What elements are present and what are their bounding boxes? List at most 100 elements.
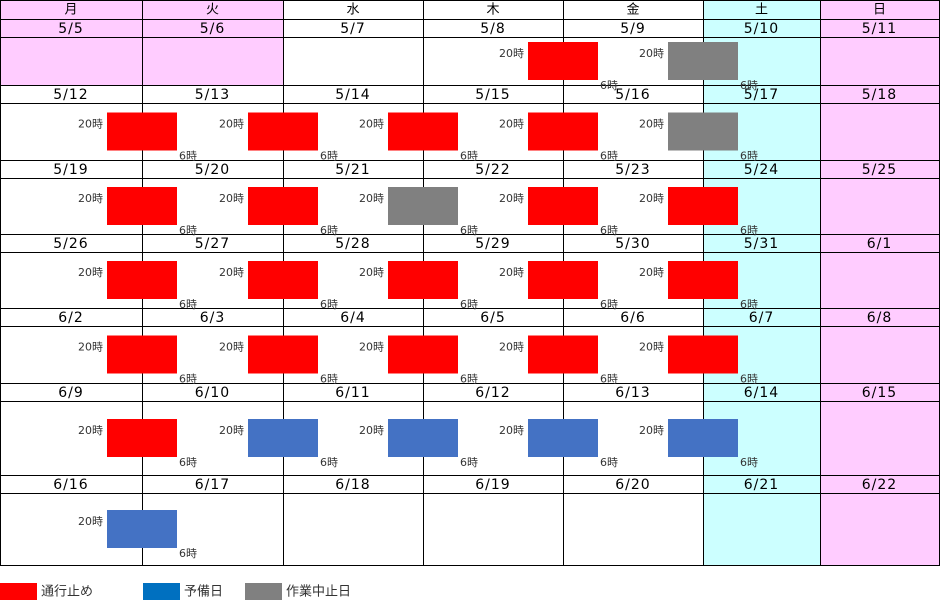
end-time: 6時: [740, 298, 758, 311]
date: 5/31: [744, 236, 779, 252]
start-time: 20時: [639, 341, 664, 354]
date: 6/6: [620, 310, 646, 326]
date: 5/19: [53, 162, 88, 178]
day-cell: [820, 475, 939, 565]
date: 5/20: [195, 162, 230, 178]
date: 5/13: [195, 87, 230, 103]
end-time: 6時: [600, 150, 618, 163]
start-time: 20時: [499, 47, 524, 60]
legend-swatch: [245, 583, 282, 600]
start-time: 20時: [219, 192, 244, 205]
date: 5/15: [475, 87, 510, 103]
end-time: 6時: [740, 224, 758, 237]
start-time: 20時: [78, 192, 103, 205]
end-time: 6時: [179, 150, 197, 163]
date: 6/15: [862, 385, 897, 401]
header-cell: [0, 0, 142, 19]
start-time: 20時: [359, 266, 384, 279]
schedule-bar: [248, 112, 318, 151]
date: 5/29: [475, 236, 510, 252]
end-time: 6時: [179, 224, 197, 237]
schedule-bar: [388, 419, 458, 457]
end-time: 6時: [600, 373, 618, 386]
end-time: 6時: [460, 150, 478, 163]
schedule-bar: [107, 335, 177, 374]
date: 6/19: [475, 477, 510, 493]
date: 5/18: [862, 87, 897, 103]
schedule-bar: [668, 335, 738, 374]
day-cell: [703, 475, 820, 565]
schedule-bar: [248, 261, 318, 299]
date: 6/9: [58, 385, 84, 401]
start-time: 20時: [359, 424, 384, 437]
start-time: 20時: [639, 118, 664, 131]
legend-swatch: [143, 583, 180, 600]
end-time: 6時: [179, 298, 197, 311]
date: 5/30: [615, 236, 650, 252]
end-time: 6時: [320, 456, 338, 469]
start-time: 20時: [499, 424, 524, 437]
date: 6/7: [749, 310, 775, 326]
end-time: 6時: [740, 79, 758, 92]
legend-label: 作業中止日: [286, 584, 351, 600]
start-time: 20時: [639, 192, 664, 205]
day-cell: [820, 160, 939, 234]
start-time: 20時: [499, 341, 524, 354]
schedule-bar: [668, 42, 738, 80]
schedule-bar: [388, 261, 458, 299]
end-time: 6時: [460, 298, 478, 311]
start-time: 20時: [639, 266, 664, 279]
end-time: 6時: [600, 79, 618, 92]
header-cell: [142, 0, 283, 19]
schedule-bar: [107, 112, 177, 151]
date: 5/6: [200, 21, 226, 37]
date: 5/17: [744, 87, 779, 103]
date: 6/4: [340, 310, 366, 326]
date: 6/2: [58, 310, 84, 326]
end-time: 6時: [460, 373, 478, 386]
start-time: 20時: [359, 341, 384, 354]
date: 5/22: [475, 162, 510, 178]
date: 5/8: [480, 21, 506, 37]
date: 6/10: [195, 385, 230, 401]
date: 6/1: [867, 236, 893, 252]
schedule-bar: [528, 335, 598, 374]
start-time: 20時: [219, 118, 244, 131]
end-time: 6時: [320, 298, 338, 311]
schedule-bar: [528, 42, 598, 80]
end-time: 6時: [600, 298, 618, 311]
start-time: 20時: [219, 341, 244, 354]
date: 5/14: [335, 87, 370, 103]
start-time: 20時: [78, 266, 103, 279]
date: 5/24: [744, 162, 779, 178]
end-time: 6時: [740, 456, 758, 469]
weekday: 土: [755, 3, 768, 18]
start-time: 20時: [639, 424, 664, 437]
start-time: 20時: [499, 118, 524, 131]
start-time: 20時: [78, 515, 103, 528]
date: 6/20: [615, 477, 650, 493]
date: 5/11: [862, 21, 897, 37]
date: 5/7: [340, 21, 366, 37]
end-time: 6時: [460, 456, 478, 469]
end-time: 6時: [460, 224, 478, 237]
end-time: 6時: [179, 456, 197, 469]
header-cell: [703, 0, 820, 19]
day-cell: [0, 19, 142, 85]
start-time: 20時: [219, 266, 244, 279]
date: 6/21: [744, 477, 779, 493]
date: 5/26: [53, 236, 88, 252]
schedule-bar: [248, 419, 318, 457]
schedule-bar: [528, 187, 598, 225]
date: 6/17: [195, 477, 230, 493]
start-time: 20時: [639, 47, 664, 60]
start-time: 20時: [219, 424, 244, 437]
date: 6/8: [867, 310, 893, 326]
end-time: 6時: [320, 150, 338, 163]
weekday: 月: [64, 3, 77, 18]
schedule-bar: [528, 419, 598, 457]
start-time: 20時: [78, 341, 103, 354]
end-time: 6時: [740, 373, 758, 386]
end-time: 6時: [600, 456, 618, 469]
